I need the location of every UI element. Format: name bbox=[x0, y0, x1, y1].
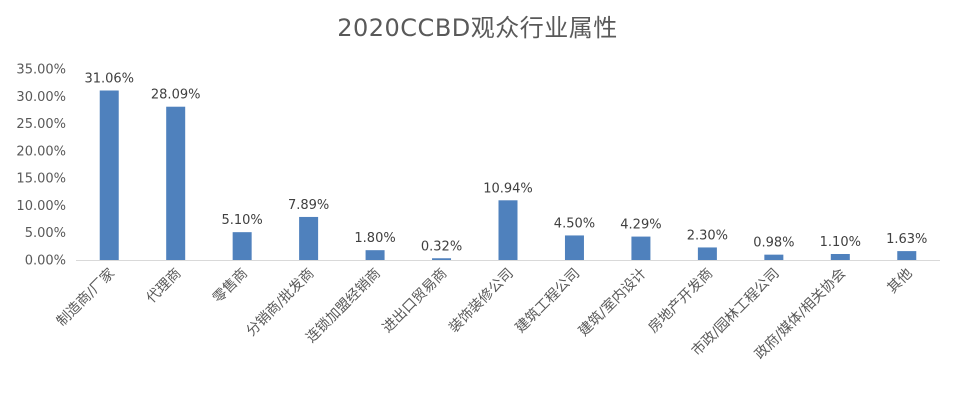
bar bbox=[631, 236, 651, 260]
data-label: 7.89% bbox=[288, 198, 329, 213]
bars bbox=[99, 90, 917, 260]
y-tick-label: 10.00% bbox=[16, 199, 66, 214]
bar bbox=[564, 235, 584, 260]
y-tick-label: 25.00% bbox=[16, 117, 66, 132]
bar bbox=[697, 247, 717, 260]
bar bbox=[764, 254, 784, 260]
y-axis-ticks: 0.00% 5.00% 10.00% 15.00% 20.00% 25.00% 30.00%… bbox=[16, 63, 66, 269]
bar bbox=[498, 200, 518, 260]
data-label: 31.06% bbox=[84, 72, 134, 87]
bar bbox=[232, 232, 252, 260]
bar bbox=[830, 253, 850, 260]
data-label: 0.98% bbox=[753, 236, 794, 251]
chart-title: 2020CCBD观众行业属性 bbox=[337, 14, 618, 42]
data-label: 28.09% bbox=[151, 88, 201, 103]
y-tick-label: 20.00% bbox=[16, 144, 66, 159]
category-label: 制造商/厂家 bbox=[53, 265, 118, 330]
category-labels: 制造商/厂家 代理商 零售商分销商/批发商连锁加盟经销商进出口贸易商装饰装修公司建筑… bbox=[53, 265, 915, 363]
category-label: 建筑工程公司 bbox=[513, 266, 584, 337]
data-label: 1.80% bbox=[354, 231, 395, 246]
category-label: 代理商 bbox=[144, 266, 185, 307]
y-tick-label: 0.00% bbox=[25, 254, 66, 269]
bar bbox=[99, 90, 119, 260]
bar bbox=[432, 258, 452, 260]
bar bbox=[365, 250, 385, 260]
data-label: 4.50% bbox=[554, 216, 595, 231]
y-tick-label: 30.00% bbox=[16, 90, 66, 105]
category-label: 装饰装修公司 bbox=[446, 266, 517, 337]
y-tick-label: 5.00% bbox=[25, 226, 66, 241]
category-label: 分销商/批发商 bbox=[243, 266, 317, 340]
data-labels: 31.06% 28.09% 5.10% 7.89% 1.80% 0.32% 10.94% 4.… bbox=[84, 72, 927, 255]
bar bbox=[166, 106, 186, 260]
data-label: 4.29% bbox=[620, 218, 661, 233]
data-label: 1.10% bbox=[820, 235, 861, 250]
data-label: 1.63% bbox=[886, 232, 927, 247]
data-label: 2.30% bbox=[687, 228, 728, 243]
category-label: 其他 bbox=[884, 266, 915, 297]
category-label: 房地产开发商 bbox=[646, 266, 717, 337]
bar bbox=[897, 251, 917, 260]
y-tick-label: 35.00% bbox=[16, 63, 66, 78]
category-label: 进出口贸易商 bbox=[380, 266, 451, 337]
category-label: 零售商 bbox=[210, 266, 251, 307]
data-label: 10.94% bbox=[483, 181, 533, 196]
data-label: 5.10% bbox=[221, 213, 262, 228]
data-label: 0.32% bbox=[421, 239, 462, 254]
y-tick-label: 15.00% bbox=[16, 172, 66, 187]
category-label: 建筑/室内设计 bbox=[575, 265, 650, 340]
bar bbox=[299, 216, 319, 260]
